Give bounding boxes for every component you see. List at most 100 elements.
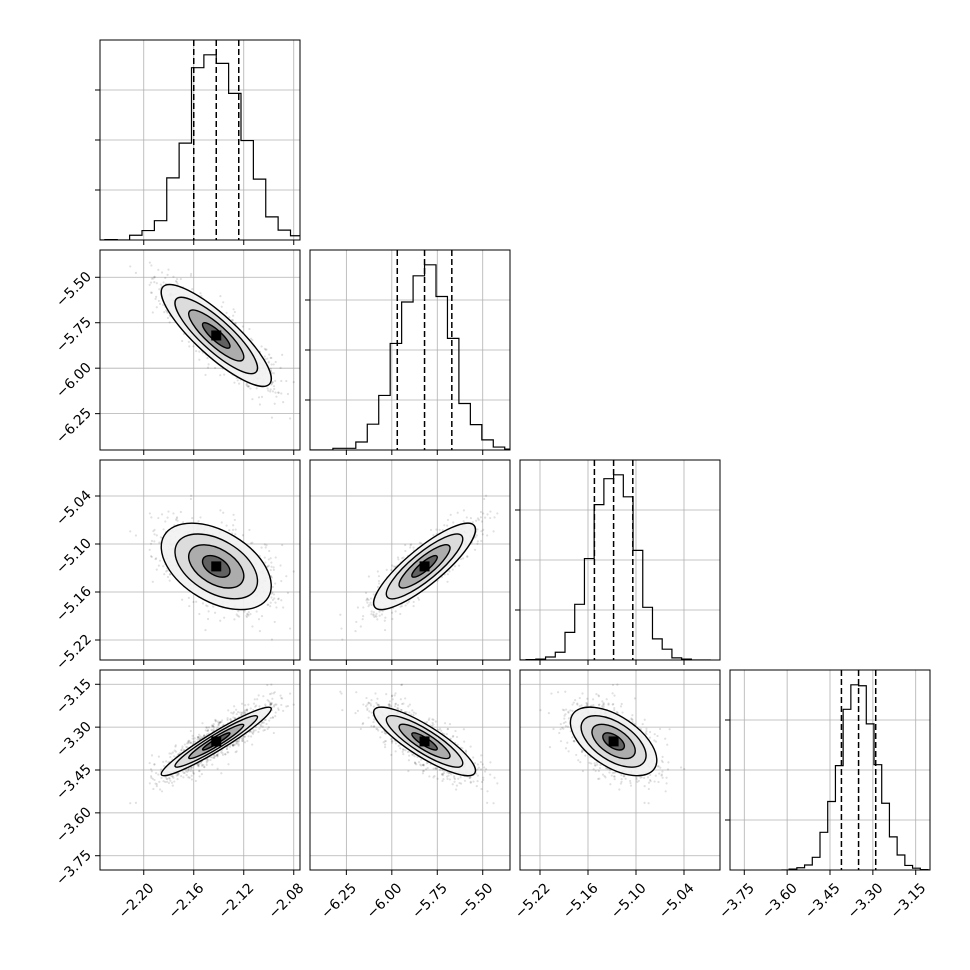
sample-point <box>199 516 202 519</box>
sample-point <box>153 533 156 536</box>
sample-point <box>257 618 261 621</box>
sample-point <box>271 380 274 384</box>
sample-point <box>460 557 463 561</box>
sample-point <box>177 773 180 776</box>
sample-point <box>230 711 233 714</box>
sample-point <box>172 275 175 278</box>
sample-point <box>269 702 272 706</box>
sample-point <box>191 287 194 291</box>
sample-point <box>249 613 252 616</box>
sample-point <box>247 385 250 388</box>
sample-point <box>231 319 235 322</box>
sample-point <box>269 601 272 604</box>
sample-point <box>246 613 250 616</box>
sample-point <box>209 755 212 759</box>
sample-point <box>134 271 138 274</box>
sample-point <box>166 316 170 320</box>
sample-point <box>205 761 208 764</box>
sample-point <box>234 322 237 325</box>
sample-point <box>251 398 254 401</box>
sample-point <box>206 605 209 608</box>
sample-point <box>354 629 357 633</box>
sample-point <box>267 389 270 392</box>
sample-point <box>231 744 234 747</box>
sample-point <box>150 770 153 773</box>
sample-point <box>171 775 174 778</box>
sample-point <box>178 751 182 754</box>
sample-point <box>197 764 200 768</box>
sample-point <box>157 755 160 758</box>
sample-point <box>176 519 179 522</box>
sample-point <box>249 337 253 340</box>
sample-point <box>272 566 275 569</box>
histogram-param-1 <box>310 264 510 450</box>
sample-point <box>489 516 492 520</box>
sample-point <box>254 729 257 732</box>
sample-point <box>235 708 238 711</box>
sample-point <box>465 516 468 519</box>
sample-point <box>262 721 265 724</box>
sample-point <box>263 728 266 732</box>
sample-point <box>213 611 217 614</box>
sample-point <box>182 771 185 775</box>
sample-point <box>252 702 256 705</box>
sample-point <box>272 593 276 596</box>
sample-point <box>270 596 273 599</box>
sample-point <box>272 385 276 388</box>
sample-point <box>175 517 178 520</box>
sample-point <box>267 360 270 363</box>
sample-point <box>153 281 156 284</box>
sample-point <box>272 705 276 708</box>
sample-point <box>236 710 240 714</box>
sample-point <box>267 564 270 567</box>
sample-point <box>249 730 253 733</box>
sample-point <box>475 534 478 537</box>
sample-point <box>221 753 225 757</box>
sample-point <box>270 638 274 641</box>
density-peak <box>419 561 430 572</box>
sample-point <box>441 528 444 532</box>
sample-point <box>134 534 138 537</box>
sample-point <box>234 717 237 720</box>
sample-point <box>404 543 407 547</box>
sample-point <box>187 767 190 771</box>
sample-point <box>274 711 277 714</box>
sample-point <box>207 759 210 762</box>
sample-point <box>153 763 156 766</box>
sample-point <box>275 606 278 609</box>
sample-point <box>267 361 270 364</box>
sample-point <box>167 781 171 785</box>
sample-point <box>228 528 231 532</box>
sample-point <box>234 322 237 325</box>
sample-point <box>260 615 264 618</box>
sample-point <box>155 534 158 537</box>
sample-point <box>476 540 479 543</box>
sample-point <box>451 568 454 571</box>
sample-point <box>235 613 238 616</box>
sample-point <box>189 741 192 744</box>
sample-point <box>266 699 269 702</box>
sample-point <box>277 391 280 394</box>
sample-point <box>175 280 178 284</box>
sample-point <box>201 722 204 725</box>
sample-point <box>340 627 343 630</box>
sample-point <box>273 691 276 694</box>
sample-point <box>150 555 153 558</box>
ytick-label: −6.00 <box>53 360 95 402</box>
sample-point <box>385 568 388 571</box>
sample-point <box>155 557 158 560</box>
sample-point <box>203 734 206 737</box>
sample-point <box>220 751 223 754</box>
sample-point <box>380 613 384 616</box>
sample-point <box>252 729 255 732</box>
sample-point <box>218 721 221 725</box>
sample-point <box>176 778 179 781</box>
sample-point <box>180 748 183 752</box>
sample-point <box>199 292 202 295</box>
sample-point <box>233 705 236 708</box>
sample-point <box>269 356 272 359</box>
sample-point <box>241 739 244 742</box>
sample-point <box>247 611 250 614</box>
sample-point <box>174 745 177 748</box>
sample-point <box>235 750 238 753</box>
